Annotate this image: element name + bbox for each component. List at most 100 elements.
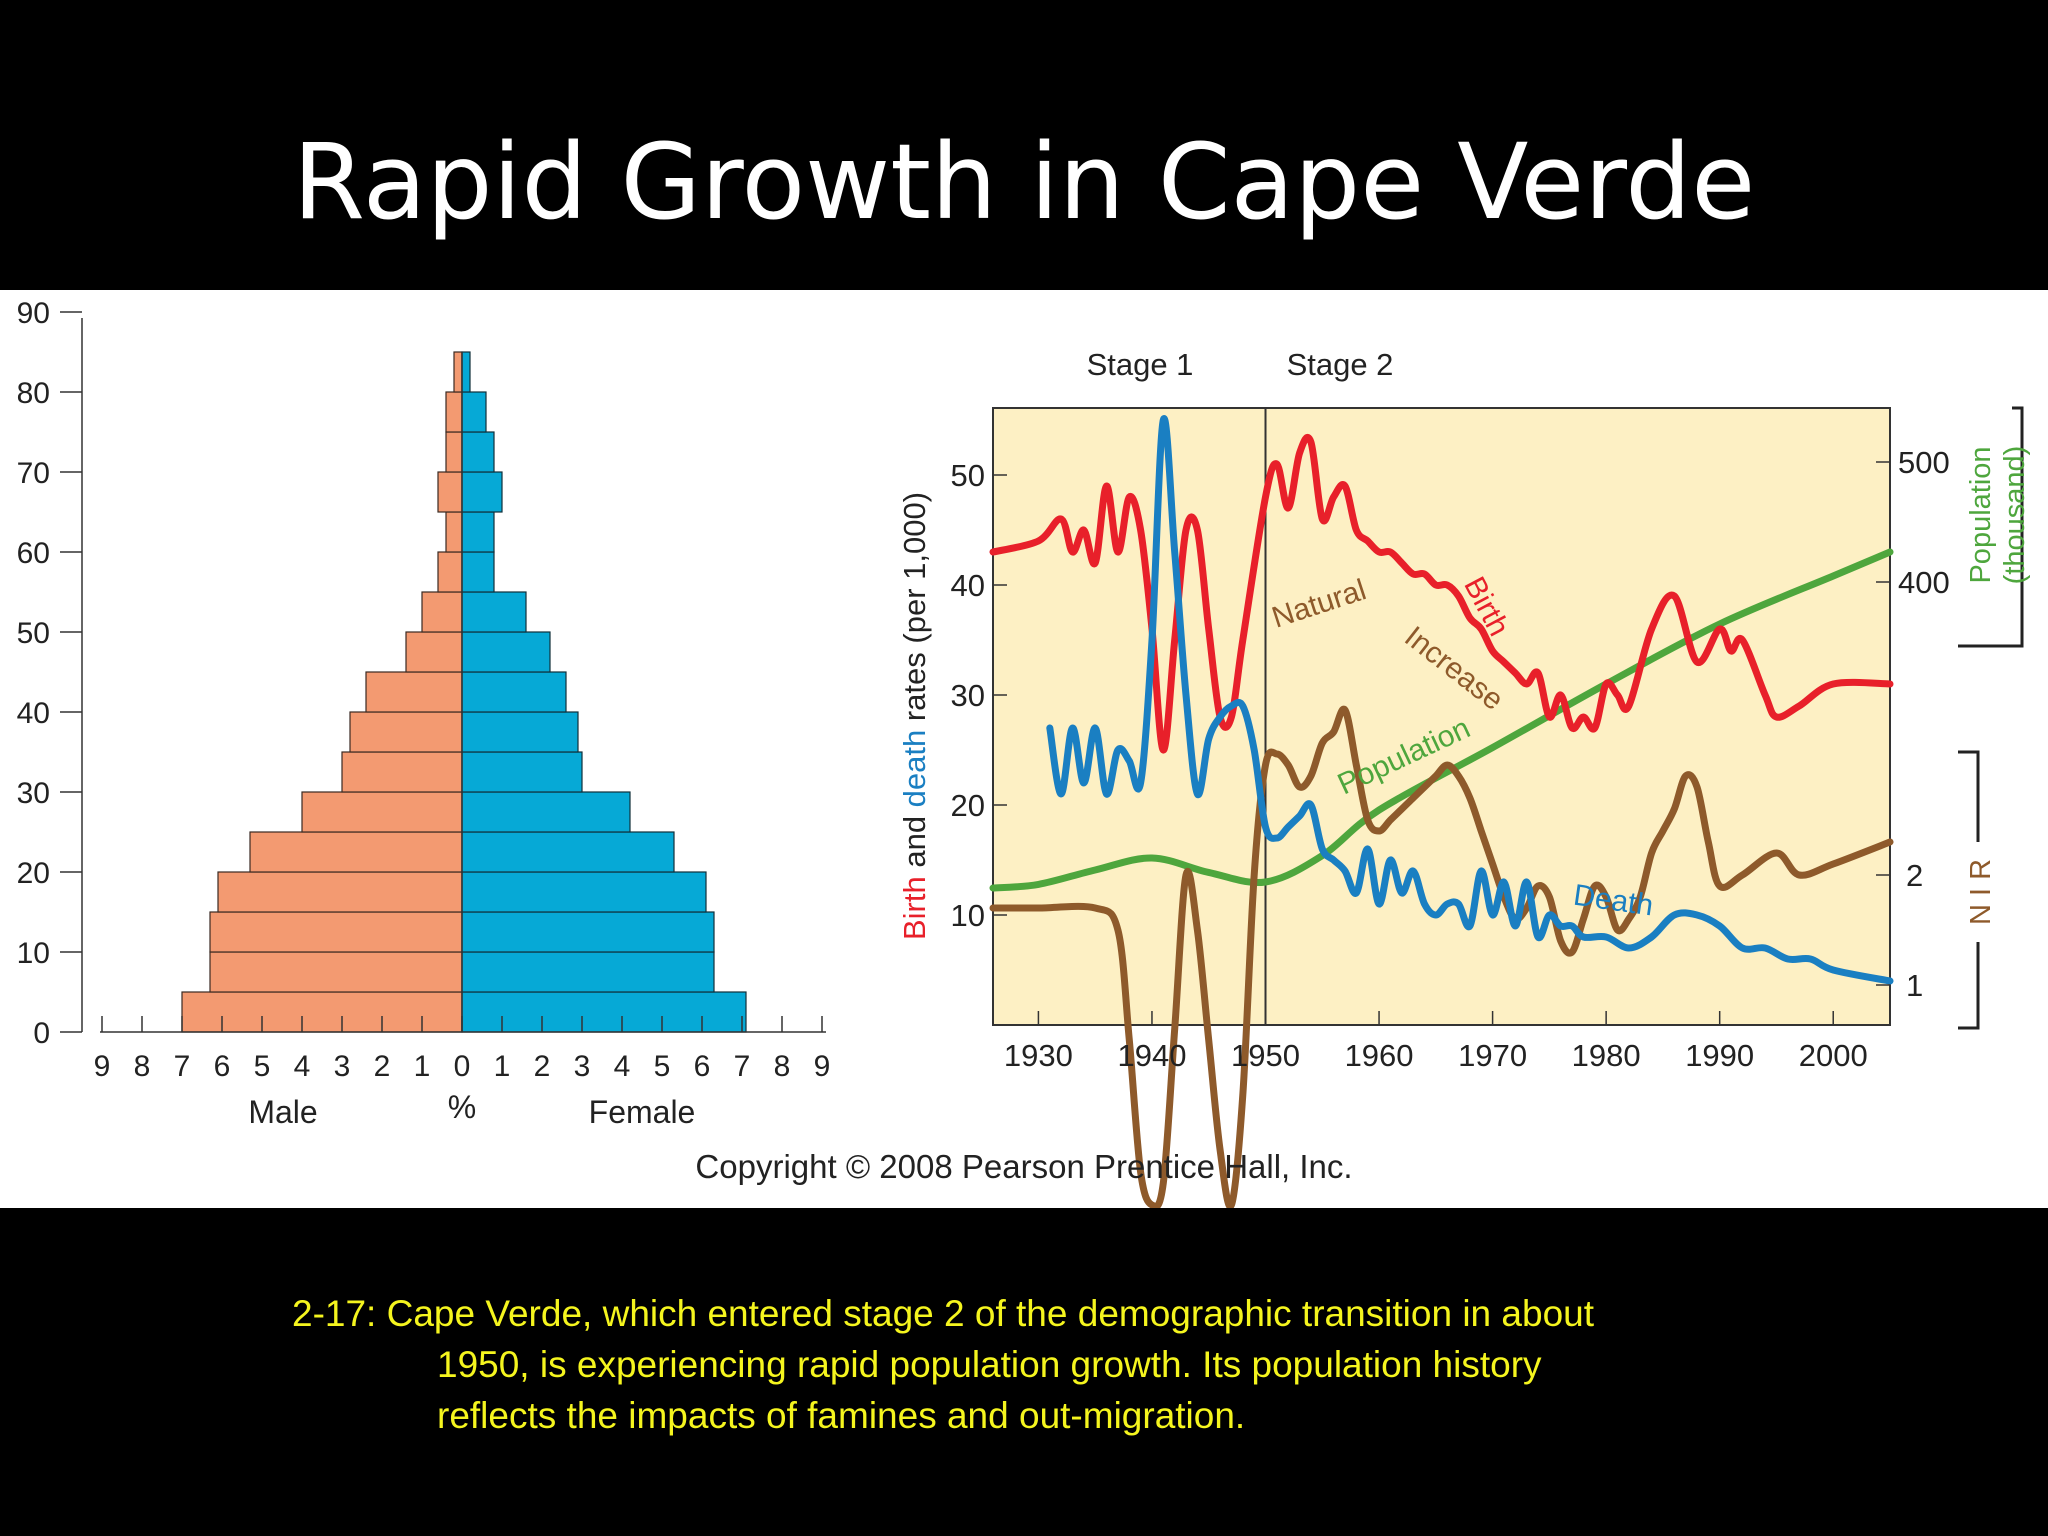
male-bar-65-69 bbox=[437, 471, 463, 513]
ylabel-and-word: and bbox=[897, 807, 932, 876]
line-x-tick-label: 1970 bbox=[1458, 1038, 1527, 1073]
female-bar-70-74 bbox=[461, 431, 495, 473]
population-axis-unit: (thousand) bbox=[1999, 446, 2031, 585]
population-axis-title: Population bbox=[1965, 446, 1997, 583]
pyramid-y-tick-label: 0 bbox=[33, 1017, 50, 1050]
female-bar-40-44 bbox=[461, 671, 567, 713]
line-x-ticks: 1930 1940 1950 1960 1970 1980 1990 2000 bbox=[1004, 1011, 1868, 1073]
female-bar-20-24 bbox=[461, 831, 675, 873]
line-x-tick-label: 1930 bbox=[1004, 1038, 1073, 1073]
pyramid-x-tick-label: 4 bbox=[614, 1050, 631, 1083]
female-bar-25-29 bbox=[461, 791, 631, 833]
line-x-tick-label: 1950 bbox=[1231, 1038, 1300, 1073]
pyramid-x-tick-label: 3 bbox=[334, 1050, 351, 1083]
line-y-tick-label: 50 bbox=[951, 458, 985, 493]
male-label: Male bbox=[248, 1094, 317, 1130]
pyramid-x-tick-label: 5 bbox=[254, 1050, 271, 1083]
female-bar-60-64 bbox=[461, 511, 495, 553]
male-bar-20-24 bbox=[249, 831, 463, 873]
ylabel-rest: rates (per 1,000) bbox=[897, 492, 932, 730]
ylabel-death-word: death bbox=[897, 730, 932, 808]
pyramid-x-tick-label: 6 bbox=[694, 1050, 711, 1083]
pyramid-y-tick-label: 10 bbox=[17, 937, 50, 970]
female-bar-50-54 bbox=[461, 591, 527, 633]
male-bar-40-44 bbox=[365, 671, 463, 713]
caption-line-3: reflects the impacts of famines and out-… bbox=[437, 1395, 1246, 1436]
pyramid-x-tick-label: 6 bbox=[214, 1050, 231, 1083]
female-bar-15-19 bbox=[461, 871, 707, 913]
natural-increase-line bbox=[989, 705, 1894, 1208]
female-bar-55-59 bbox=[461, 551, 495, 593]
line-y-tick-label: 10 bbox=[951, 898, 985, 933]
pyramid-y-tick-label: 90 bbox=[17, 297, 50, 330]
female-bars bbox=[461, 351, 747, 1033]
nir-axis-ticks: 12 bbox=[1876, 858, 1923, 1003]
percent-label: % bbox=[448, 1089, 476, 1125]
caption-line-2: 1950, is experiencing rapid population g… bbox=[437, 1344, 1542, 1385]
male-bars bbox=[181, 351, 463, 1033]
stage-1-label: Stage 1 bbox=[1087, 347, 1194, 382]
line-x-tick-label: 1960 bbox=[1345, 1038, 1414, 1073]
male-bar-80+ bbox=[453, 351, 463, 393]
nir-bracket-bottom bbox=[1958, 942, 1980, 1030]
female-bar-45-49 bbox=[461, 631, 551, 673]
line-y-ticks: 10 20 30 40 50 bbox=[951, 458, 1007, 933]
pyramid-x-tick-label: 4 bbox=[294, 1050, 311, 1083]
male-bar-60-64 bbox=[445, 511, 463, 553]
pyramid-x-tick-label: 9 bbox=[94, 1050, 111, 1083]
pyramid-y-tick-label: 20 bbox=[17, 857, 50, 890]
male-bar-45-49 bbox=[405, 631, 463, 673]
male-bar-0-4 bbox=[181, 991, 463, 1033]
female-bar-80+ bbox=[461, 351, 471, 393]
slide-title: Rapid Growth in Cape Verde bbox=[292, 121, 1756, 243]
line-y-tick-label: 40 bbox=[951, 568, 985, 603]
female-bar-5-9 bbox=[461, 951, 715, 993]
male-bar-30-34 bbox=[341, 751, 463, 793]
pyramid-x-tick-label: 3 bbox=[574, 1050, 591, 1083]
line-series bbox=[989, 415, 1894, 1208]
male-bar-50-54 bbox=[421, 591, 463, 633]
male-bar-5-9 bbox=[209, 951, 463, 993]
nir-axis-tick-label: 1 bbox=[1906, 968, 1923, 1003]
population-axis-tick-label: 500 bbox=[1898, 445, 1950, 480]
pyramid-y-tick-label: 70 bbox=[17, 457, 50, 490]
male-bar-75-79 bbox=[445, 391, 463, 433]
population-bracket bbox=[1958, 406, 2024, 648]
nir-bracket-top bbox=[1958, 750, 1980, 842]
pyramid-x-tick-label: 8 bbox=[774, 1050, 791, 1083]
pyramid-x-tick-label: 2 bbox=[534, 1050, 551, 1083]
female-label: Female bbox=[589, 1094, 696, 1130]
line-x-tick-label: 1980 bbox=[1572, 1038, 1641, 1073]
pyramid-x-tick-label: 9 bbox=[814, 1050, 831, 1083]
line-x-tick-label: 1990 bbox=[1685, 1038, 1754, 1073]
nir-axis-title: N I R bbox=[1965, 859, 1997, 925]
pyramid-y-tick-label: 30 bbox=[17, 777, 50, 810]
male-bar-35-39 bbox=[349, 711, 463, 753]
pyramid-y-tick-label: 80 bbox=[17, 377, 50, 410]
pyramid-x-tick-label: 0 bbox=[454, 1050, 471, 1083]
birth-line bbox=[989, 434, 1894, 754]
female-bar-75-79 bbox=[461, 391, 487, 433]
female-bar-65-69 bbox=[461, 471, 503, 513]
pyramid-x-tick-label: 8 bbox=[134, 1050, 151, 1083]
pyramid-y-ticks: 0 10 20 30 40 50 60 70 80 90 bbox=[17, 297, 82, 1050]
male-bar-25-29 bbox=[301, 791, 463, 833]
male-bar-10-14 bbox=[209, 911, 463, 953]
pyramid-x-tick-label: 2 bbox=[374, 1050, 391, 1083]
female-bar-0-4 bbox=[461, 991, 747, 1033]
population-axis-ticks: 400 500 bbox=[1876, 445, 1950, 600]
male-bar-55-59 bbox=[437, 551, 463, 593]
copyright: Copyright © 2008 Pearson Prentice Hall, … bbox=[695, 1148, 1352, 1185]
female-bar-10-14 bbox=[461, 911, 715, 953]
female-bar-30-34 bbox=[461, 751, 583, 793]
pyramid-x-tick-label: 5 bbox=[654, 1050, 671, 1083]
line-y-tick-label: 20 bbox=[951, 788, 985, 823]
pyramid-y-tick-label: 50 bbox=[17, 617, 50, 650]
stage-2-label: Stage 2 bbox=[1287, 347, 1394, 382]
male-bar-70-74 bbox=[445, 431, 463, 473]
pyramid-y-tick-label: 60 bbox=[17, 537, 50, 570]
line-x-tick-label: 1940 bbox=[1117, 1038, 1186, 1073]
